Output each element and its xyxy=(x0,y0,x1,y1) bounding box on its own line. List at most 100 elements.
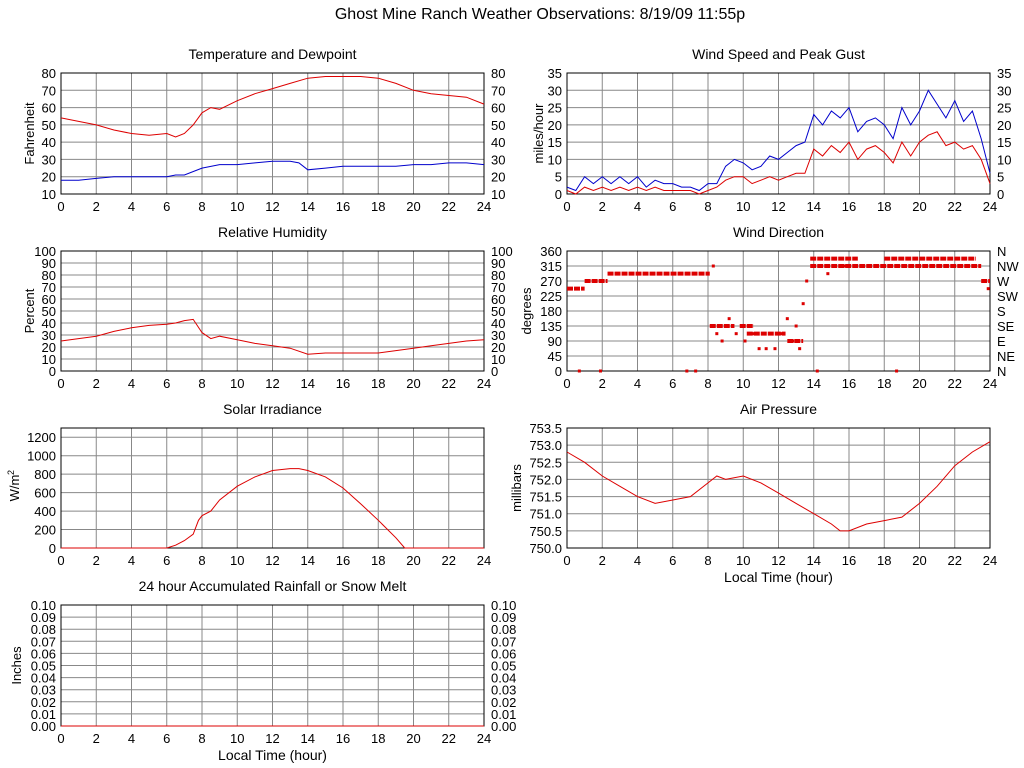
y-tick-label: 315 xyxy=(540,259,562,274)
y-tick-label: 10 xyxy=(42,352,56,367)
direction-point xyxy=(743,339,747,343)
y-tick-label: 90 xyxy=(548,334,562,349)
direction-point xyxy=(895,369,899,373)
y-tick-label-right: 40 xyxy=(491,316,505,331)
y-tick-label-right: 10 xyxy=(491,187,505,202)
y-tick-label: 0 xyxy=(555,187,562,202)
direction-point xyxy=(694,369,698,373)
y-tick-label-right: 0 xyxy=(997,187,1004,202)
x-tick-label: 16 xyxy=(336,199,350,214)
x-tick-label: 10 xyxy=(736,199,750,214)
x-tick-label: 22 xyxy=(442,376,456,391)
x-tick-label: 4 xyxy=(128,199,135,214)
y-tick-label: 35 xyxy=(548,66,562,81)
y-tick-label: 0 xyxy=(49,364,56,379)
y-tick-label-right: 20 xyxy=(997,118,1011,133)
x-tick-label: 24 xyxy=(983,199,997,214)
y-axis-label: millibars xyxy=(509,464,524,512)
y-tick-label: 50 xyxy=(42,118,56,133)
x-tick-label: 12 xyxy=(771,376,785,391)
y-tick-label-right: 0.04 xyxy=(491,671,516,686)
y-tick-label: 80 xyxy=(42,268,56,283)
y-tick-label: 20 xyxy=(42,340,56,355)
y-tick-label-right: 0 xyxy=(491,364,498,379)
x-tick-label: 0 xyxy=(57,731,64,746)
y-tick-label: 60 xyxy=(42,101,56,116)
x-tick-label: 12 xyxy=(771,553,785,568)
y-tick-label-right: 0.08 xyxy=(491,622,516,637)
x-tick-label: 4 xyxy=(634,553,641,568)
y-tick-label-right: NE xyxy=(997,349,1015,364)
x-tick-label: 24 xyxy=(477,199,491,214)
x-axis-label: Local Time (hour) xyxy=(724,569,833,585)
x-tick-label: 8 xyxy=(704,553,711,568)
y-tick-label-right: 50 xyxy=(491,304,505,319)
direction-point xyxy=(711,264,715,268)
direction-point xyxy=(805,279,809,283)
y-tick-label: 0.05 xyxy=(31,659,56,674)
y-tick-label: 5 xyxy=(555,170,562,185)
x-tick-label: 24 xyxy=(477,731,491,746)
direction-point xyxy=(801,302,805,306)
y-tick-label: 800 xyxy=(34,467,56,482)
y-axis-label: miles/hour xyxy=(531,103,546,164)
y-tick-label: 0.01 xyxy=(31,707,56,722)
x-tick-label: 14 xyxy=(301,731,315,746)
x-tick-label: 18 xyxy=(877,199,891,214)
plot-frame xyxy=(60,72,485,195)
direction-point xyxy=(785,317,789,321)
y-tick-label: 50 xyxy=(42,304,56,319)
y-tick-label: 135 xyxy=(540,319,562,334)
x-axis-label: Local Time (hour) xyxy=(218,747,327,763)
series-line-solar-irradiance xyxy=(61,468,484,549)
direction-point xyxy=(720,339,724,343)
direction-point xyxy=(577,369,581,373)
direction-point xyxy=(780,332,784,336)
y-tick-label-right: 40 xyxy=(491,135,505,150)
plot-frame xyxy=(566,427,991,549)
x-tick-label: 18 xyxy=(371,376,385,391)
x-tick-label: 2 xyxy=(599,553,606,568)
x-tick-label: 12 xyxy=(265,553,279,568)
x-tick-label: 8 xyxy=(198,731,205,746)
y-tick-label-right: 60 xyxy=(491,101,505,116)
x-tick-label: 12 xyxy=(265,376,279,391)
y-tick-label: 225 xyxy=(540,289,562,304)
y-tick-label-right: 30 xyxy=(491,152,505,167)
y-tick-label-right: 80 xyxy=(491,268,505,283)
y-tick-label: 30 xyxy=(42,152,56,167)
y-tick-label-right: 0.07 xyxy=(491,634,516,649)
y-tick-label: 90 xyxy=(42,256,56,271)
y-tick-label: 0 xyxy=(49,541,56,556)
x-tick-label: 22 xyxy=(442,199,456,214)
y-tick-label-right: 70 xyxy=(491,280,505,295)
y-tick-label: 10 xyxy=(548,152,562,167)
x-tick-label: 14 xyxy=(807,199,821,214)
y-tick-label: 750.5 xyxy=(529,524,562,539)
x-tick-label: 24 xyxy=(477,553,491,568)
y-tick-label: 1200 xyxy=(27,430,56,445)
y-tick-label: 752.5 xyxy=(529,455,562,470)
series-line-dewpoint xyxy=(61,160,485,181)
x-tick-label: 4 xyxy=(128,553,135,568)
x-tick-label: 14 xyxy=(301,376,315,391)
y-tick-label: 0.10 xyxy=(31,598,56,613)
y-tick-label: 0.06 xyxy=(31,646,56,661)
x-tick-label: 22 xyxy=(948,199,962,214)
direction-point xyxy=(727,317,731,321)
y-tick-label-right: 100 xyxy=(491,244,513,259)
series-line-temperature xyxy=(60,76,485,138)
direction-point xyxy=(843,264,847,268)
y-tick-label: 0.00 xyxy=(31,719,56,734)
x-tick-label: 0 xyxy=(563,553,570,568)
x-tick-label: 16 xyxy=(336,376,350,391)
rainfall-chart: 24 hour Accumulated Rainfall or Snow Mel… xyxy=(9,578,516,763)
x-tick-label: 2 xyxy=(93,553,100,568)
x-tick-label: 16 xyxy=(842,376,856,391)
plot-frame xyxy=(566,72,991,195)
chart-title: 24 hour Accumulated Rainfall or Snow Mel… xyxy=(139,578,407,594)
